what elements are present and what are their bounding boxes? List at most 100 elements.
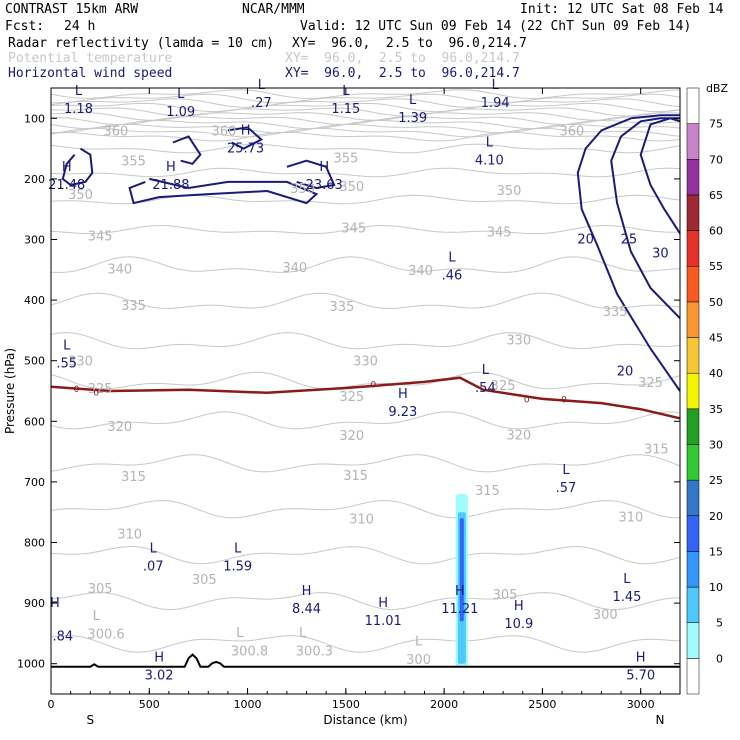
x-tick-label: 2000 xyxy=(430,698,458,711)
south-label: S xyxy=(87,713,95,727)
wind-extremum-value: 1.15 xyxy=(331,102,360,117)
field-name-wind: Horizontal wind speed xyxy=(8,66,173,81)
x-tick-label: 1500 xyxy=(332,698,360,711)
theta-extremum-label: 300.3 xyxy=(296,644,333,659)
reflectivity-shading xyxy=(455,494,468,667)
wind-extremum-value: .84 xyxy=(52,629,73,644)
colorbar-cell xyxy=(686,658,700,695)
colorbar-label: 30 xyxy=(709,438,723,451)
wind-extremum-value: 11.21 xyxy=(441,602,478,617)
wind-extremum-value: 5.70 xyxy=(626,669,655,684)
y-tick-label: 400 xyxy=(24,294,45,307)
colorbar-label: 25 xyxy=(709,474,723,487)
theta-label: 355 xyxy=(121,155,146,170)
wind-extremum-marker: H xyxy=(154,651,164,666)
theta-line xyxy=(50,127,681,138)
wind-extremum-marker: L xyxy=(562,463,570,478)
fcst-value: 24 h xyxy=(64,19,96,34)
x-tick-label: 2500 xyxy=(528,698,556,711)
wind-extremum-marker: H xyxy=(378,596,388,611)
theta-line xyxy=(50,143,681,154)
theta-label: 310 xyxy=(349,512,374,527)
theta-label: 325 xyxy=(491,379,516,394)
wind-extremum-marker: L xyxy=(492,78,500,93)
theta-label: 340 xyxy=(107,263,132,278)
wind-extremum-marker: H xyxy=(302,584,312,599)
wind-extremum-marker: H xyxy=(398,387,408,402)
colorbar-cell xyxy=(686,408,700,445)
wind-extremum-value: .27 xyxy=(251,96,272,111)
colorbar-label: 20 xyxy=(709,510,723,523)
wind-extremum-value: .55 xyxy=(56,357,77,372)
theta-line xyxy=(50,454,681,473)
wind-contour-label: 0 xyxy=(524,395,530,405)
wind-extremum-marker: H xyxy=(241,123,251,138)
theta-extremum-label: 300.6 xyxy=(87,627,124,642)
theta-label: 325 xyxy=(339,390,364,405)
field-name-reflectivity: Radar reflectivity (lamda = 10 cm) xyxy=(8,36,275,51)
wind-extremum-value: 1.94 xyxy=(481,96,510,111)
colorbar-cell xyxy=(686,230,700,267)
theta-line xyxy=(51,93,681,104)
theta-label: 350 xyxy=(497,184,522,199)
wind-speed-line xyxy=(61,147,94,187)
x-axis-label: Distance (km) xyxy=(323,713,407,727)
y-tick-label: 900 xyxy=(24,597,45,610)
wind-extremum-value: 21.48 xyxy=(48,178,85,193)
zero-wind-line xyxy=(50,376,681,420)
theta-line xyxy=(50,116,680,126)
colorbar-cell xyxy=(686,337,700,374)
wind-extremum-value: 25.73 xyxy=(227,141,264,156)
wind-speed-line xyxy=(610,117,681,319)
theta-label: 320 xyxy=(339,429,364,444)
wind-contour-label: 25 xyxy=(621,233,638,248)
theta-label: 360 xyxy=(212,124,237,139)
field-xy-wind: XY= 96.0, 2.5 to 96.0,214.7 xyxy=(285,66,520,81)
wind-extremum-marker: L xyxy=(448,251,456,266)
theta-label: 315 xyxy=(343,469,368,484)
y-tick-label: 100 xyxy=(24,112,45,125)
theta-line xyxy=(50,123,681,134)
wind-speed-line xyxy=(576,114,681,392)
wind-extremum-value: 11.01 xyxy=(365,614,402,629)
field-name-theta: Potential temperature xyxy=(8,51,173,66)
init-time: Init: 12 UTC Sat 08 Feb 14 xyxy=(520,2,724,17)
colorbar-cell xyxy=(686,265,700,303)
fcst-label: Fcst: xyxy=(5,19,45,34)
theta-contours xyxy=(50,89,681,653)
wind-contour-label: 0 xyxy=(370,381,376,391)
colorbar-cell xyxy=(686,515,700,552)
theta-label: 315 xyxy=(475,484,500,499)
wind-extremum-value: 1.18 xyxy=(64,102,93,117)
colorbar-cell xyxy=(686,301,700,338)
wind-contour-label: 20 xyxy=(617,365,634,380)
wind-extremum-marker: L xyxy=(486,136,494,151)
theta-line xyxy=(50,167,681,178)
colorbar-label: 15 xyxy=(709,545,723,558)
wind-contour-label: 20 xyxy=(577,233,594,248)
wind-extremum-marker: H xyxy=(319,160,329,175)
theta-label: 325 xyxy=(638,376,663,391)
colorbar-label: 5 xyxy=(716,617,723,630)
wind-contour-label: 0 xyxy=(93,389,99,399)
colorbar-label: 45 xyxy=(709,332,723,345)
theta-extremum-label: L xyxy=(299,626,307,641)
colorbar-label: 65 xyxy=(709,189,723,202)
wind-extremum-value: 3.02 xyxy=(145,669,174,684)
colorbar-label: 10 xyxy=(709,581,723,594)
y-tick-label: 600 xyxy=(24,415,45,428)
theta-label: 350 xyxy=(339,180,364,195)
theta-label: 330 xyxy=(68,355,93,370)
colorbar-label: 50 xyxy=(709,296,723,309)
theta-line xyxy=(50,635,681,653)
colorbar-cell xyxy=(686,159,700,196)
theta-label: 345 xyxy=(341,221,366,236)
theta-label: 360 xyxy=(103,124,128,139)
wind-extremum-value: .46 xyxy=(442,269,463,284)
wind-extremum-marker: L xyxy=(177,87,185,102)
colorbar-label: 40 xyxy=(709,367,723,380)
wind-extremum-marker: L xyxy=(63,339,71,354)
wind-extremum-value: 1.45 xyxy=(612,590,641,605)
wind-extremum-value: 10.9 xyxy=(504,617,533,632)
theta-label: 350 xyxy=(290,182,315,197)
